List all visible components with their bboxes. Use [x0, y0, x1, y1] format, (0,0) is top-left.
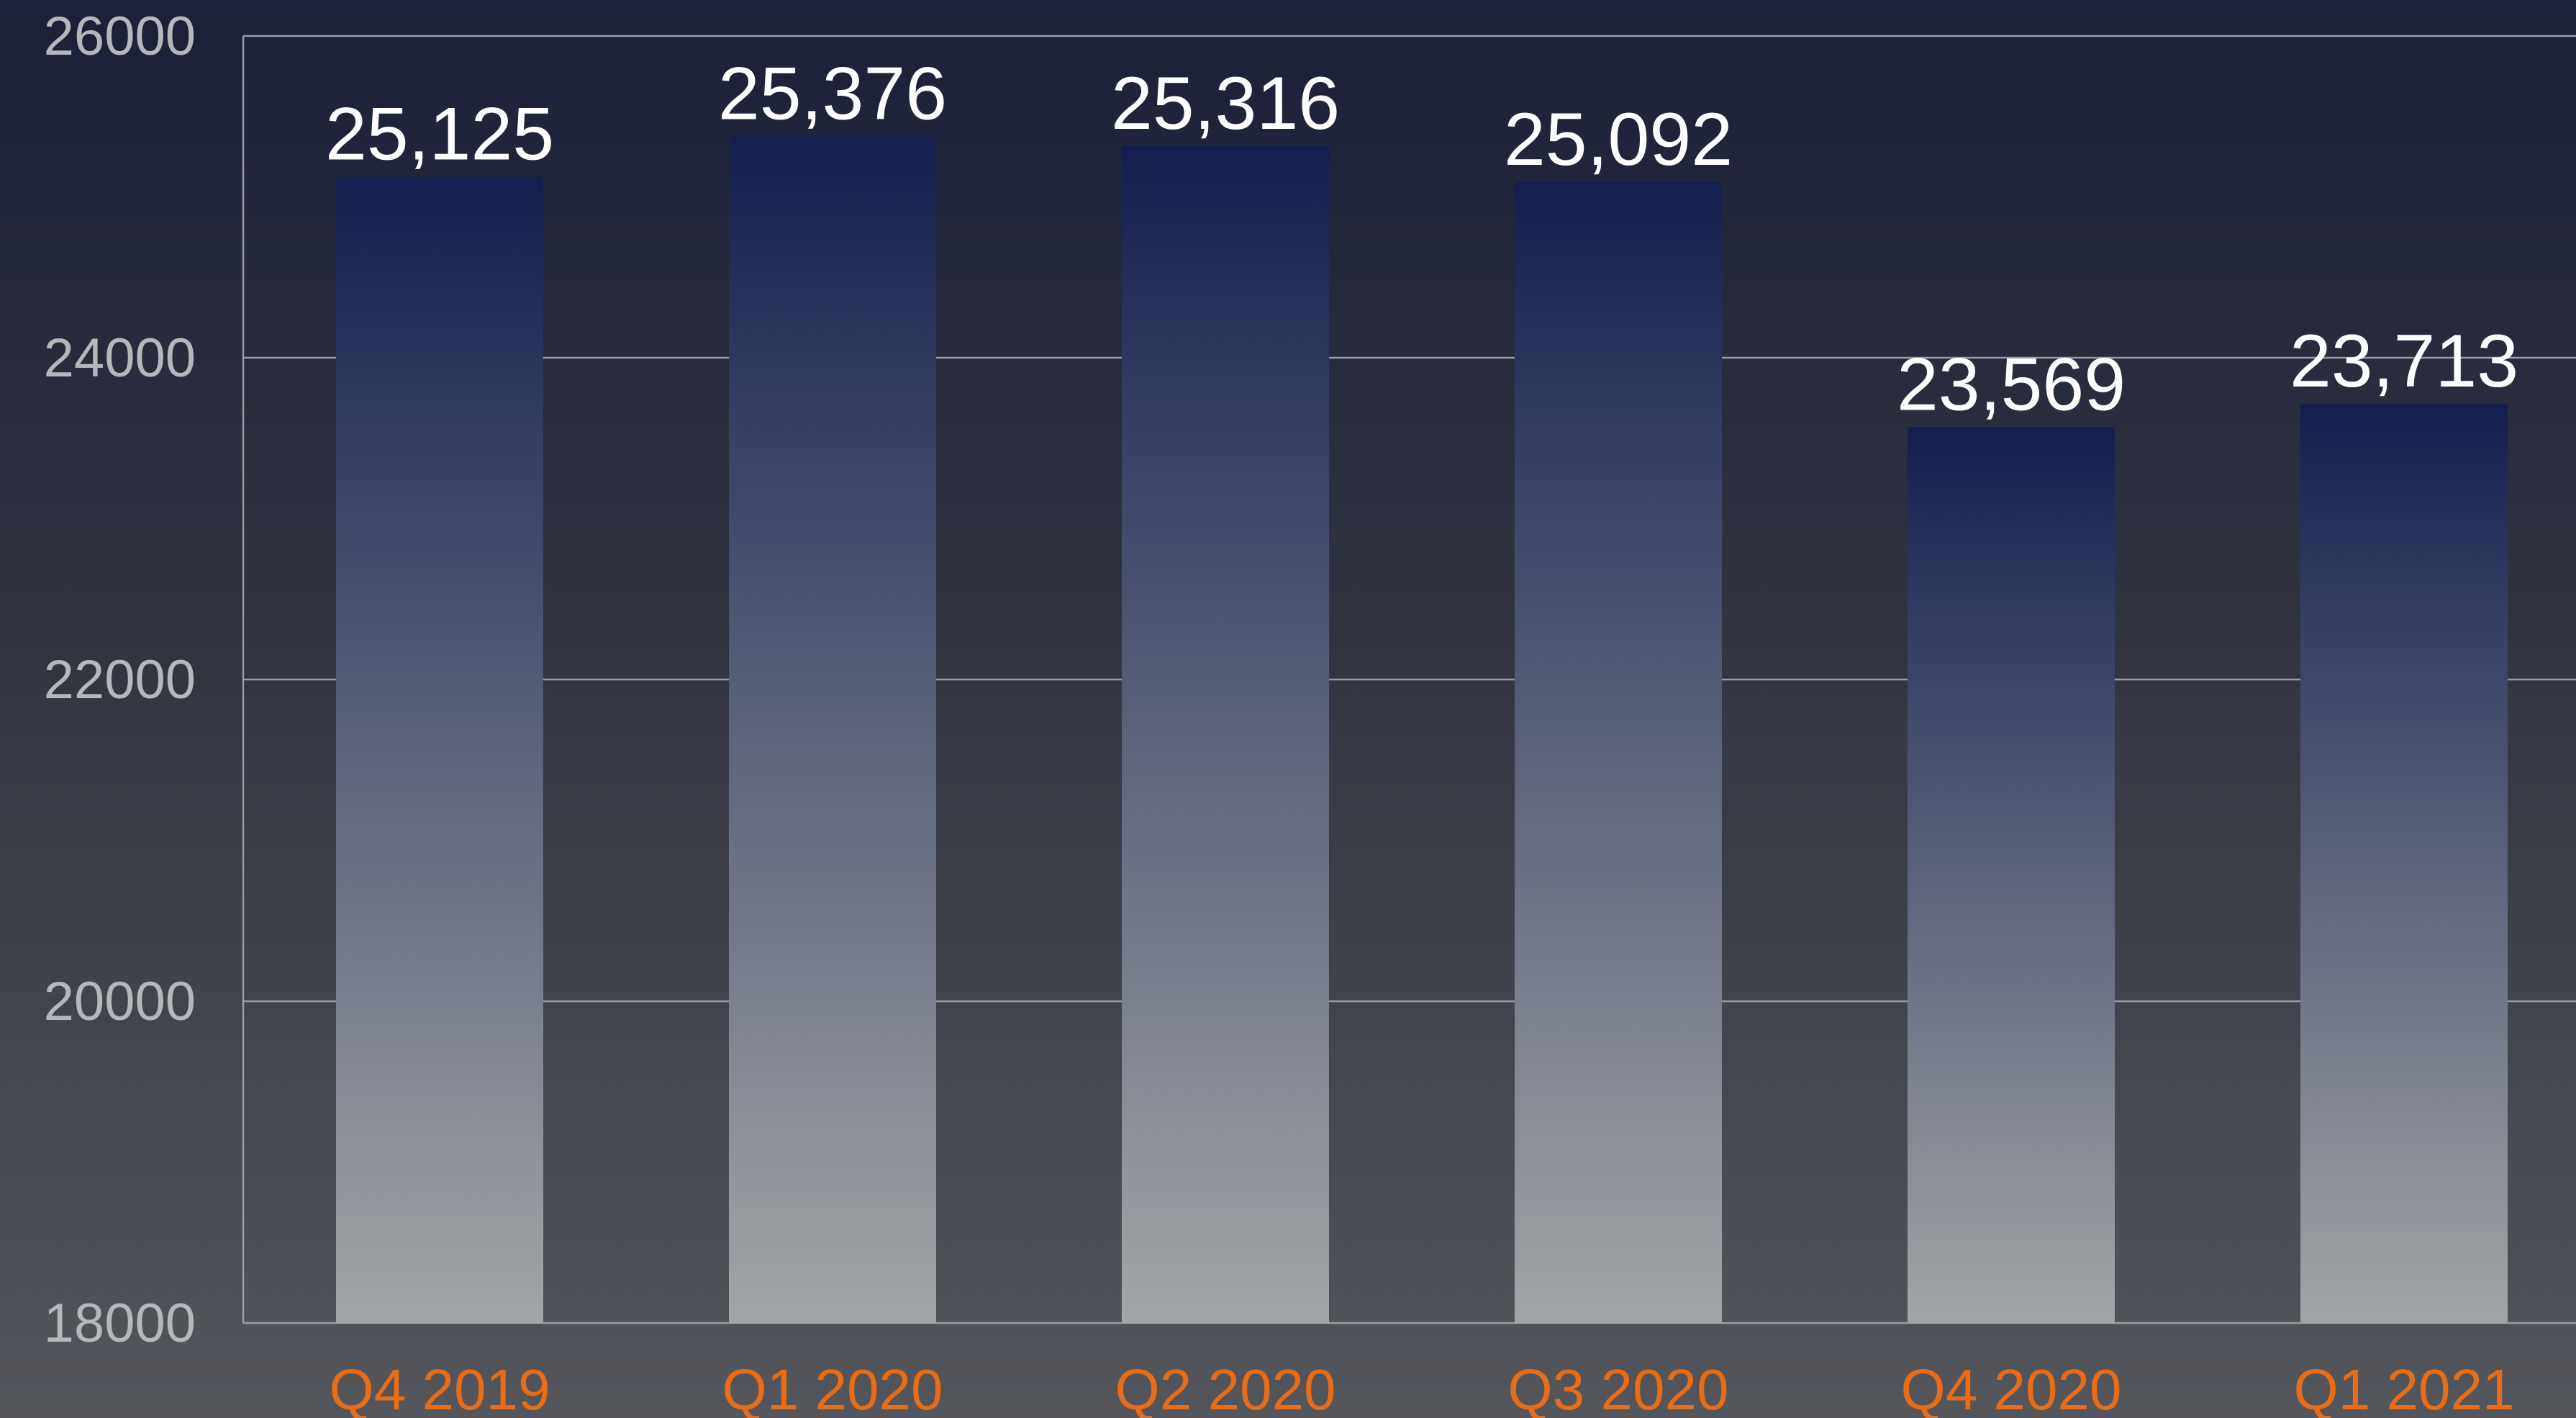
x-tick-label: Q3 2020 [1508, 1358, 1729, 1418]
y-tick-label: 18000 [44, 1293, 196, 1354]
y-tick-label: 26000 [44, 6, 196, 67]
bar [729, 136, 936, 1324]
bars [336, 136, 2508, 1324]
data-label: 25,125 [325, 93, 554, 176]
x-tick-label: Q2 2020 [1115, 1358, 1336, 1418]
labels: 26000 24000 22000 20000 18000 25,125 Q4 2019 25… [44, 6, 2518, 1418]
x-tick-label: Q1 2021 [2294, 1358, 2515, 1418]
bar [2300, 404, 2508, 1323]
bar [1122, 145, 1329, 1323]
data-label: 25,092 [1504, 98, 1733, 181]
y-tick-label: 20000 [44, 971, 196, 1032]
bar [1908, 427, 2115, 1323]
data-label: 25,316 [1111, 62, 1340, 145]
data-label: 23,713 [2290, 320, 2518, 403]
bar [1515, 181, 1722, 1324]
x-tick-label: Q4 2020 [1901, 1358, 2122, 1418]
bar [336, 176, 543, 1323]
x-tick-label: Q4 2019 [330, 1358, 550, 1418]
data-label: 23,569 [1897, 343, 2126, 426]
data-label: 25,376 [718, 52, 947, 135]
gridlines [243, 35, 2576, 1324]
y-tick-label: 24000 [44, 328, 196, 389]
y-tick-label: 22000 [44, 649, 196, 710]
x-tick-label: Q1 2020 [722, 1358, 943, 1418]
